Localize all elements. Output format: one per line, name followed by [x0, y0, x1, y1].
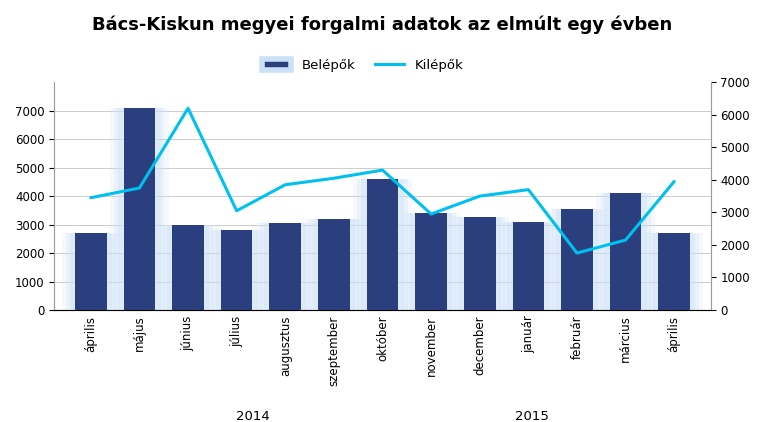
Bar [548, 209, 606, 310]
Title: Bács-Kiskun megyei forgalmi adatok az elmúlt egy évben: Bács-Kiskun megyei forgalmi adatok az el… [93, 15, 672, 33]
Bar [269, 223, 301, 310]
Bar [464, 217, 496, 310]
Bar [318, 219, 350, 310]
Bar [207, 230, 265, 310]
Bar [451, 217, 509, 310]
Bar [649, 233, 699, 310]
Bar [70, 233, 112, 310]
Bar [304, 219, 363, 310]
Bar [552, 209, 602, 310]
Bar [410, 213, 452, 310]
Bar [264, 223, 307, 310]
Bar [163, 225, 213, 310]
Bar [604, 193, 646, 310]
Legend: Belépők, Kilépők: Belépők, Kilépők [262, 59, 464, 73]
Bar [221, 230, 252, 310]
Bar [503, 222, 553, 310]
Bar [610, 193, 641, 310]
Bar [216, 230, 258, 310]
Bar [159, 225, 217, 310]
Bar [66, 233, 116, 310]
Bar [366, 179, 399, 310]
Bar [119, 108, 161, 310]
Text: 2015: 2015 [515, 410, 549, 422]
Text: 2014: 2014 [236, 410, 269, 422]
Bar [500, 222, 558, 310]
Bar [313, 219, 355, 310]
Bar [110, 108, 168, 310]
Bar [556, 209, 598, 310]
Bar [597, 193, 655, 310]
Bar [513, 222, 544, 310]
Bar [659, 233, 690, 310]
Bar [454, 217, 505, 310]
Bar [353, 179, 412, 310]
Bar [167, 225, 209, 310]
Bar [653, 233, 695, 310]
Bar [507, 222, 549, 310]
Bar [406, 213, 456, 310]
Bar [415, 213, 447, 310]
Bar [75, 233, 106, 310]
Bar [402, 213, 461, 310]
Bar [260, 223, 311, 310]
Bar [357, 179, 408, 310]
Bar [562, 209, 593, 310]
Bar [361, 179, 404, 310]
Bar [124, 108, 155, 310]
Bar [62, 233, 120, 310]
Bar [212, 230, 262, 310]
Bar [601, 193, 650, 310]
Bar [645, 233, 703, 310]
Bar [256, 223, 314, 310]
Bar [172, 225, 203, 310]
Bar [115, 108, 164, 310]
Bar [458, 217, 501, 310]
Bar [309, 219, 359, 310]
